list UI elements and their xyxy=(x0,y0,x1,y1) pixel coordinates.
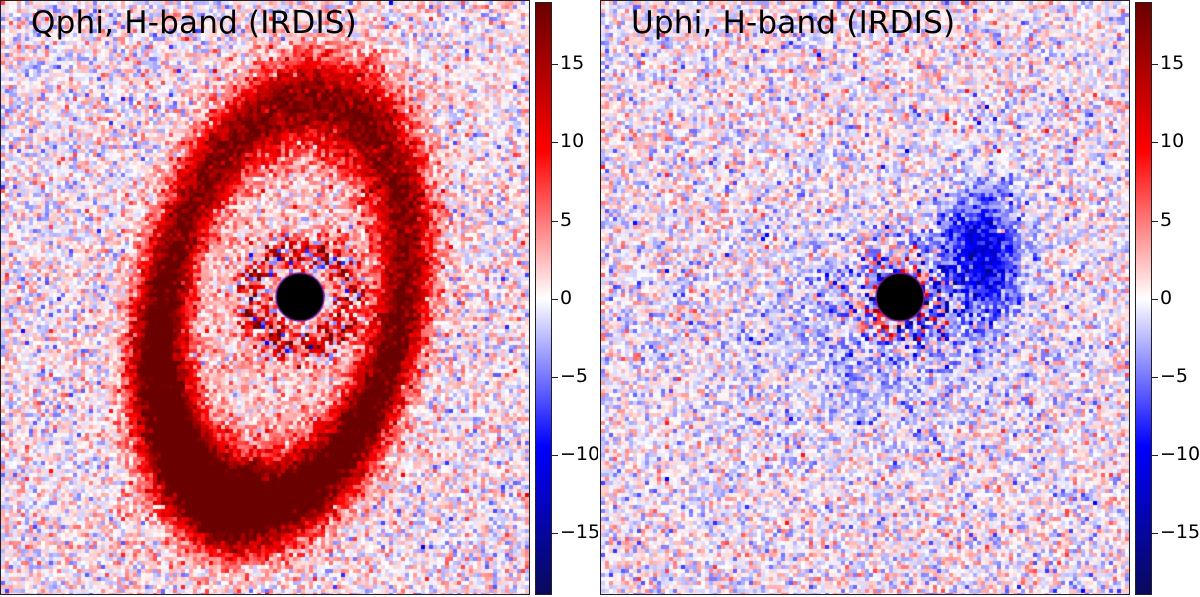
colorbar-tick xyxy=(1152,454,1158,456)
qphi-polarized-image xyxy=(1,1,529,594)
colorbar-tick-label: −15 xyxy=(560,520,601,543)
colorbar-tick xyxy=(1152,298,1158,300)
colorbar-tick-label: −15 xyxy=(1160,520,1200,543)
qphi-panel: Qphi, H-band (IRDIS) 15 10 5 0 −5 −10 −15 xyxy=(0,0,601,597)
colorbar-tick xyxy=(552,454,558,456)
colorbar-tick-label: 5 xyxy=(1160,208,1173,231)
uphi-colorbar xyxy=(1135,2,1152,595)
uphi-polarized-image xyxy=(601,1,1129,594)
colorbar-tick-label: −5 xyxy=(560,364,589,387)
colorbar-tick xyxy=(552,298,558,300)
colorbar-tick-label: 15 xyxy=(1160,52,1185,75)
colorbar-tick xyxy=(552,532,558,534)
colorbar-tick-label: 10 xyxy=(560,130,585,153)
qphi-image: Qphi, H-band (IRDIS) xyxy=(0,0,530,595)
uphi-title: Uphi, H-band (IRDIS) xyxy=(631,5,956,41)
colorbar-tick-label: 5 xyxy=(560,208,573,231)
colorbar-tick xyxy=(1152,220,1158,222)
uphi-panel: Uphi, H-band (IRDIS) 15 10 5 0 −5 −10 −15 xyxy=(600,0,1200,597)
qphi-title: Qphi, H-band (IRDIS) xyxy=(31,5,357,41)
uphi-image: Uphi, H-band (IRDIS) xyxy=(600,0,1130,595)
colorbar-tick-label: 0 xyxy=(1160,286,1173,309)
colorbar-tick-label: −10 xyxy=(560,442,601,465)
colorbar-tick-label: 15 xyxy=(560,52,585,75)
colorbar-tick-label: 10 xyxy=(1160,130,1185,153)
colorbar-tick-label: 0 xyxy=(560,286,573,309)
colorbar-tick-label: −10 xyxy=(1160,442,1200,465)
colorbar-tick xyxy=(1152,376,1158,378)
colorbar-tick-label: −5 xyxy=(1160,364,1189,387)
qphi-colorbar xyxy=(535,2,552,595)
colorbar-tick xyxy=(1152,142,1158,144)
panel-divider xyxy=(598,0,600,597)
colorbar-tick xyxy=(552,376,558,378)
colorbar-tick xyxy=(552,142,558,144)
colorbar-tick xyxy=(552,64,558,66)
colorbar-tick xyxy=(1152,532,1158,534)
colorbar-tick xyxy=(552,220,558,222)
colorbar-tick xyxy=(1152,64,1158,66)
